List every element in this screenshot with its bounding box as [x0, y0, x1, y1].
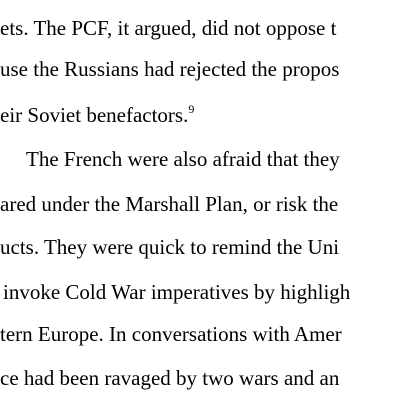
- text-line-6: ucts. They were quick to remind the Uni: [0, 235, 340, 259]
- text-line-1: ets. The PCF, it argued, did not oppose …: [0, 16, 337, 40]
- text-line-3-body: eir Soviet benefactors.: [0, 103, 189, 127]
- text-line-4: The French were also afraid that they: [26, 147, 340, 171]
- text-line-7: invoke Cold War imperatives by highligh: [3, 280, 351, 304]
- text-line-8: tern Europe. In conversations with Amer: [0, 322, 342, 346]
- footnote-marker: 9: [188, 102, 195, 116]
- text-line-9: ce had been ravaged by two wars and an: [0, 366, 340, 390]
- text-line-3: eir Soviet benefactors.9: [0, 103, 194, 127]
- text-line-2: use the Russians had rejected the propos: [0, 57, 340, 81]
- text-line-5: ared under the Marshall Plan, or risk th…: [0, 192, 339, 216]
